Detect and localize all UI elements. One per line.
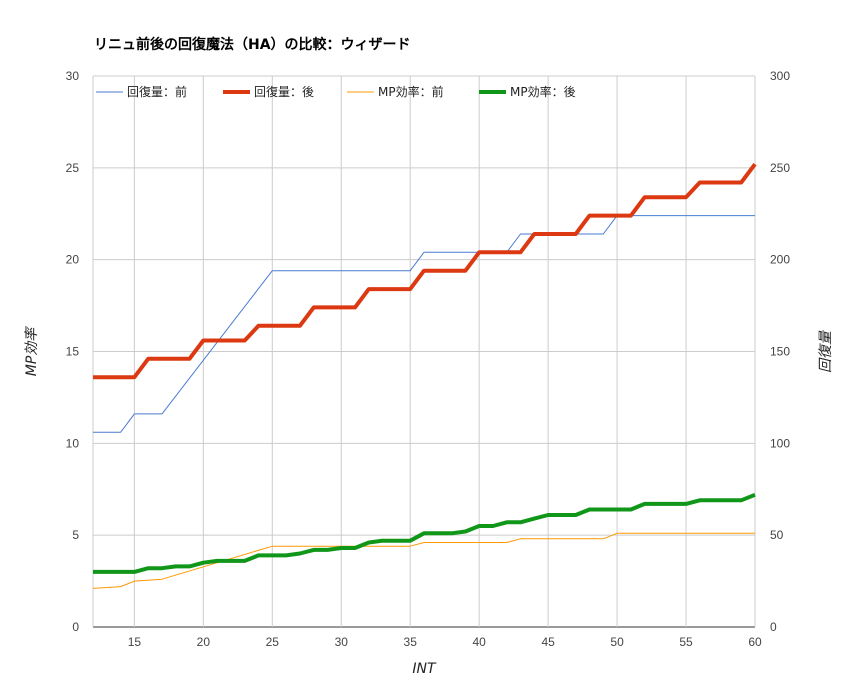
x-tick-label: 40 (472, 635, 486, 649)
x-tick-label: 55 (679, 635, 693, 649)
legend-label: 回復量：後 (254, 84, 314, 99)
series-line-1 (93, 215, 755, 433)
legend: 回復量：前 回復量：後 MP効率：前 MP効率：後 (96, 84, 576, 99)
x-axis-title: INT (412, 661, 437, 677)
y-axis-title-left: MP効率 (24, 326, 40, 377)
y-left-tick-label: 5 (72, 528, 79, 542)
grid (92, 75, 756, 628)
y-right-tick-label: 50 (770, 528, 784, 542)
x-tick-label: 15 (128, 635, 142, 649)
y-right-tick-label: 100 (770, 436, 790, 450)
y-right-tick-label: 250 (770, 161, 790, 175)
x-tick-label: 60 (748, 635, 762, 649)
y-left-tick-label: 0 (72, 620, 79, 634)
y-left-tick-label: 20 (66, 253, 80, 267)
x-tick-label: 25 (266, 635, 280, 649)
y-right-tick-label: 0 (770, 620, 777, 634)
x-tick-label: 30 (335, 635, 349, 649)
y-axis-title-right: 回復量 (818, 329, 834, 373)
x-tick-label: 50 (610, 635, 624, 649)
y-left-tick-label: 25 (66, 161, 80, 175)
series-line-2 (93, 162, 757, 380)
y-left-tick-label: 30 (66, 69, 80, 83)
legend-label: 回復量：前 (127, 84, 187, 99)
legend-label: MP効率：後 (510, 84, 576, 99)
series-lines (92, 162, 757, 589)
y-right-tick-label: 150 (770, 345, 790, 359)
y-left-tick-label: 15 (66, 345, 80, 359)
series-line-4 (93, 492, 756, 574)
x-tick-label: 20 (197, 635, 211, 649)
y-right-tick-label: 200 (770, 253, 790, 267)
y-left-tick-label: 10 (66, 436, 80, 450)
y-right-tick-label: 300 (770, 69, 790, 83)
series-line-3 (92, 532, 755, 589)
chart-title: リニュ前後の回復魔法（HA）の比較：ウィザード (94, 36, 411, 53)
x-tick-label: 45 (541, 635, 555, 649)
legend-label: MP効率：前 (378, 84, 444, 99)
x-tick-label: 35 (404, 635, 418, 649)
